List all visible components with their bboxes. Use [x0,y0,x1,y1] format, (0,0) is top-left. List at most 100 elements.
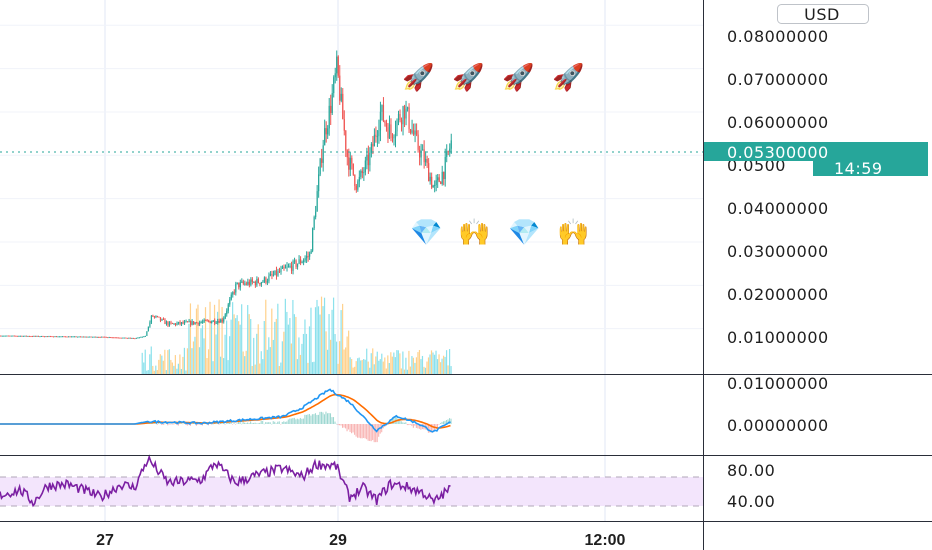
candle-body [161,318,163,321]
candle-body [54,336,56,338]
volume-bar [342,303,344,374]
macd-histogram-bar [183,423,185,424]
macd-histogram-bar [372,424,374,441]
candle-body [218,320,220,323]
volume-bar [247,305,249,374]
candle-body [141,336,143,338]
volume-bar [334,334,336,374]
macd-tick: 0.01000000 [727,374,829,393]
macd-histogram-bar [215,422,217,424]
candle-body [86,336,88,338]
candle-body [95,336,97,338]
candle-body [158,316,160,318]
volume-bar [435,350,437,374]
candle-body [202,321,204,323]
candle-body [269,274,272,276]
macd-histogram-bar [420,424,422,430]
candle-body [265,277,267,283]
candle-body [324,128,326,146]
candle-body [101,336,103,338]
macd-histogram-bar [238,421,240,424]
macd-histogram-bar [271,423,273,425]
macd-histogram-bar [177,424,179,426]
candle-body [242,281,244,284]
raised-hands-icon: 🙌 [557,218,589,248]
grid [0,0,703,521]
candle-body [339,75,341,101]
volume-bar [283,331,285,374]
candle-body [21,335,23,337]
currency-button-label[interactable]: USD [804,5,840,24]
volume-bar [206,358,208,374]
volume-bar [375,356,377,374]
volume-bar [250,318,252,374]
candles [0,50,452,340]
candle-body [343,119,345,131]
volume-bar [173,365,175,374]
candle-body [372,143,374,147]
macd-histogram-bar [290,418,292,424]
candle-body [313,217,315,229]
candle-body [360,170,362,177]
macd-histogram-bar [354,424,356,435]
candle-body [66,336,68,338]
volume-bar [155,365,157,374]
volume-bar [271,308,273,374]
candle-body [214,320,216,324]
macd-histogram-bar [317,414,319,424]
macd-histogram-bar [308,414,310,424]
macd-histogram-bar [342,424,344,428]
currency-button[interactable]: USD [777,4,869,25]
macd-histogram-bar [337,424,339,426]
volume-bar [390,352,392,374]
candle-body [357,181,359,190]
macd-histogram-bar [286,421,288,424]
volume-bar [335,341,338,374]
candle-body [348,157,350,170]
candle-body [0,335,2,337]
candle-body [67,336,70,338]
volume-bar [168,349,170,374]
macd-histogram-bar [360,424,362,439]
macd-histogram-bar [358,424,360,438]
macd-histogram-bar [241,423,243,425]
macd-histogram-bar [245,423,247,424]
price-axis[interactable]: 0.08000000 0.07000000 0.06000000 0.0500 … [727,27,829,347]
time-axis[interactable]: 27 29 12:00 [96,532,625,549]
macd-histogram-bar [242,421,244,424]
currency-button-frame[interactable] [777,4,869,24]
macd-histogram-bar [445,420,448,424]
candle-body [6,335,8,337]
candle-body [412,130,415,135]
rsi-line [0,454,451,508]
price-tick: 0.06000000 [727,113,829,132]
volume-bar [238,321,240,374]
candle-body [425,159,427,163]
candle-body [283,266,285,268]
candle-body [189,321,192,325]
macd-histogram-bar [408,424,410,426]
candle-body [211,321,213,324]
macd-histogram-bar [188,424,190,425]
macd-histogram-bar [348,424,350,430]
volume-bar [326,349,329,374]
volume-bar [170,359,172,374]
macd-histogram-bar [415,424,417,428]
candle-body [176,323,178,325]
macd-histogram-bar [400,421,402,424]
macd-histogram-bar [292,418,294,424]
volume-bar [277,303,279,374]
candle-body [251,279,253,282]
candle-body [104,336,106,338]
volume-bar [218,299,220,374]
candle-body [49,336,52,338]
volume-bar [299,354,302,374]
volume-bar [361,360,363,374]
macd-line [0,388,451,433]
candle-body [87,336,89,338]
candle-body [69,336,71,338]
volume-bar [429,354,431,374]
candle-body [72,336,74,338]
